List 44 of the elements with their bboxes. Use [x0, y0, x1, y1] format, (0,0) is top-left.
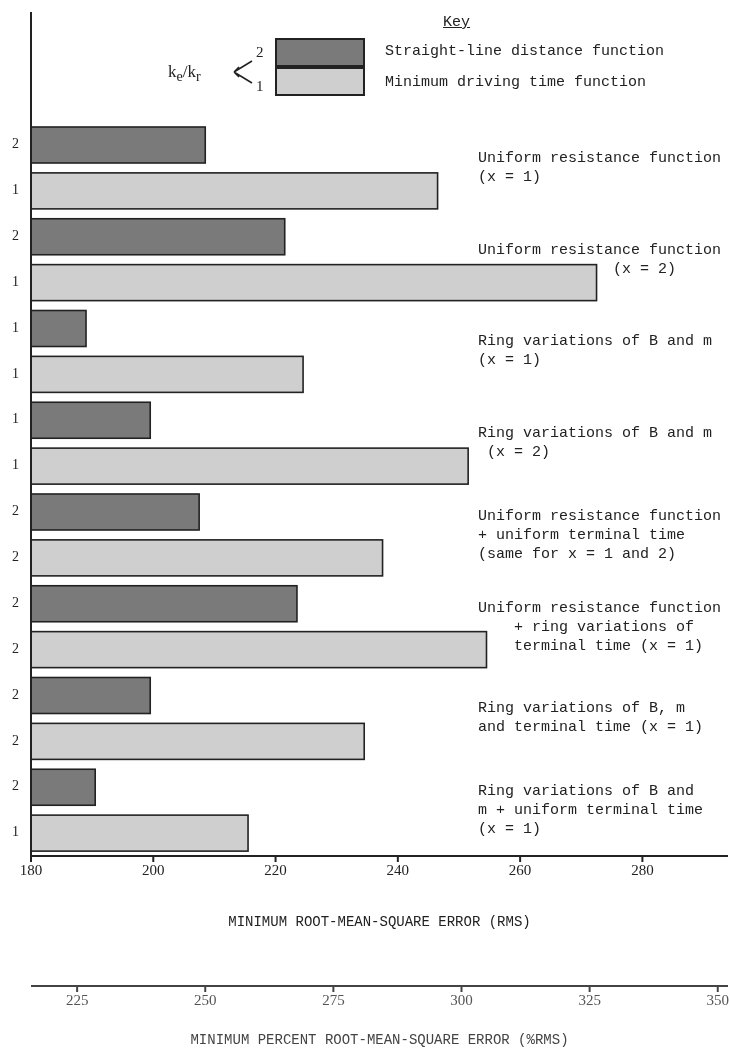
text: Minimum driving time function: [385, 74, 647, 91]
x2-axis-title: MINIMUM PERCENT ROOT-MEAN-SQUARE ERROR (%RMS): [190, 1032, 569, 1048]
y-tick-label: 1: [12, 273, 19, 289]
x2-tick-label: 350: [706, 991, 729, 1008]
y-tick-label: 1: [12, 411, 19, 427]
annotation: Ring variations of B and m (x = 1): [478, 332, 713, 371]
y-tick-label: 1: [12, 319, 19, 335]
annotation: Uniform resistance function (x = 1): [478, 148, 722, 187]
annotation: Uniform resistance function + uniform terminal time (same for x = 1 and 2): [478, 506, 722, 564]
y-tick-label: 1: [12, 182, 19, 198]
text: 2: [256, 44, 264, 61]
x2-tick-label: 250: [194, 991, 217, 1008]
annotation: Ring variations of B, m and terminal time (x = 1): [478, 699, 704, 738]
y-tick-label: 1: [12, 824, 19, 840]
x-tick-label: 200: [142, 861, 165, 878]
x-tick-label: 220: [264, 861, 287, 878]
y-tick-label: 2: [12, 594, 19, 610]
x2-tick-label: 275: [322, 991, 345, 1008]
annotation: Uniform resistance function (x = 2): [478, 240, 722, 279]
y-tick-label: 2: [12, 136, 19, 152]
legend-title: Key: [443, 14, 471, 31]
x-tick-label: 260: [508, 861, 532, 878]
y-tick-label: 2: [12, 778, 19, 794]
y-tick-label: 2: [12, 686, 19, 702]
y-tick-label: 2: [12, 503, 19, 519]
y-tick-label: 1: [12, 457, 19, 473]
x-tick-label: 180: [19, 861, 43, 878]
annotation: Ring variations of B and m (x = 2): [478, 424, 713, 463]
y-tick-label: 2: [12, 227, 19, 243]
y-tick-label: 2: [12, 732, 19, 748]
text: Straight-line distance function: [385, 43, 665, 60]
x-tick-label: 240: [386, 861, 410, 878]
x-axis-title: MINIMUM ROOT-MEAN-SQUARE ERROR (RMS): [228, 914, 531, 930]
text: 1: [256, 78, 264, 95]
annotation: Ring variations of B and m + uniform terminal time (x = 1): [478, 781, 704, 839]
x2-tick-label: 300: [450, 991, 473, 1008]
y-tick-label: 2: [12, 640, 19, 656]
x2-tick-label: 225: [65, 991, 89, 1008]
x2-tick-label: 325: [578, 991, 601, 1008]
y-tick-label: 2: [12, 549, 19, 565]
x-tick-label: 280: [631, 861, 654, 878]
y-axis-title: k$_{e}$/k$_{r}$: [168, 62, 201, 85]
y-tick-label: 1: [12, 365, 19, 381]
annotation: Uniform resistance function + ring variations of terminal time (x = 1): [478, 598, 722, 656]
